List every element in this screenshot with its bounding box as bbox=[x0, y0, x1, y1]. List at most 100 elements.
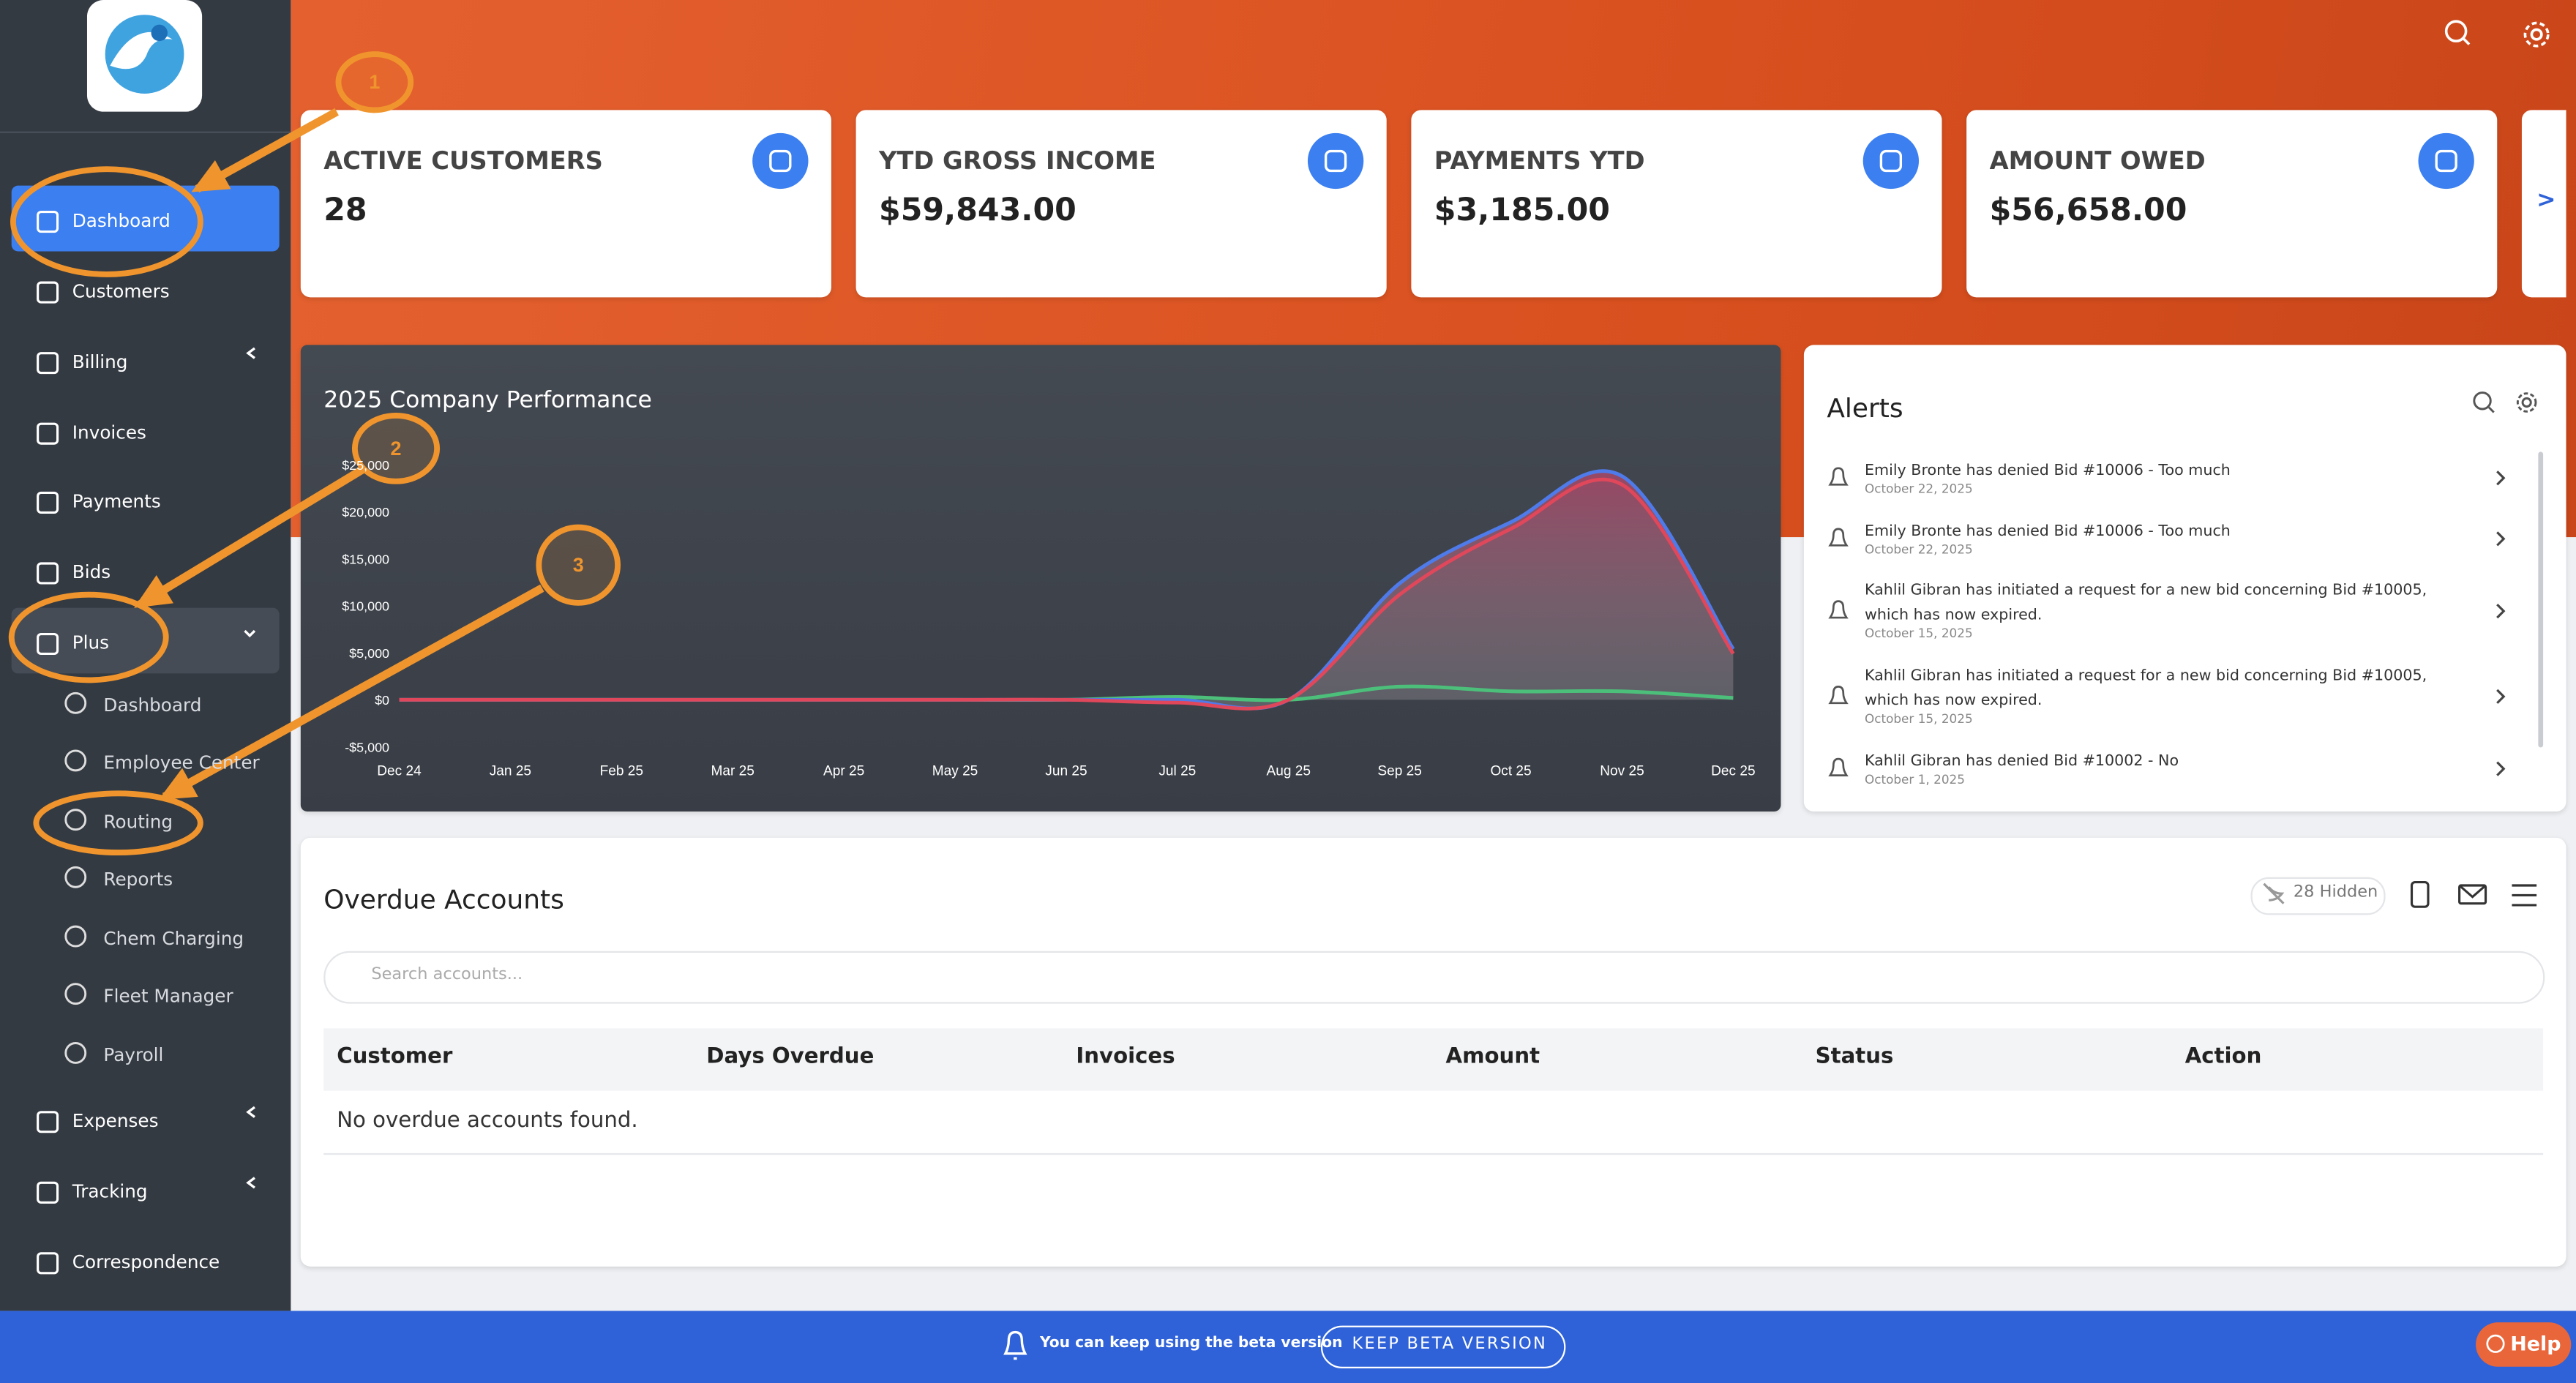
submenu-item[interactable]: Fleet Manager bbox=[103, 985, 233, 1008]
stat-value: $56,658.00 bbox=[1989, 192, 2187, 229]
annotation-badge bbox=[351, 413, 441, 484]
stat-value: 28 bbox=[323, 192, 367, 229]
nav-icon bbox=[37, 1181, 59, 1204]
alert-date: October 1, 2025 bbox=[1864, 772, 1965, 787]
x-tick-label: Oct 25 bbox=[1490, 764, 1531, 779]
alert-chevron bbox=[2496, 604, 2506, 619]
x-tick-label: Nov 25 bbox=[1600, 764, 1644, 779]
alert-bell bbox=[1828, 528, 1849, 547]
annotation-badge bbox=[335, 51, 414, 113]
x-tick-label: Jul 25 bbox=[1158, 764, 1196, 779]
nav-item[interactable]: Dashboard bbox=[72, 210, 171, 232]
submenu-item[interactable]: Chem Charging bbox=[103, 928, 244, 950]
nav-item[interactable]: Customers bbox=[72, 280, 170, 303]
column-header: Days Overdue bbox=[706, 1044, 875, 1070]
column-header: Invoices bbox=[1076, 1044, 1175, 1070]
submenu-dot bbox=[64, 692, 87, 714]
help-button[interactable] bbox=[2476, 1322, 2572, 1367]
y-tick-label: $10,000 bbox=[342, 599, 389, 614]
alert-bell bbox=[1828, 467, 1849, 486]
nav-item[interactable]: Payments bbox=[72, 491, 161, 513]
alert-chevron bbox=[2496, 531, 2506, 547]
help[interactable]: Help bbox=[2510, 1332, 2561, 1356]
alert-date: October 22, 2025 bbox=[1864, 541, 1973, 558]
nav-item[interactable]: Billing bbox=[72, 351, 128, 373]
nav-item[interactable]: Expenses bbox=[72, 1110, 159, 1132]
submenu-dot bbox=[64, 1042, 87, 1064]
nav-icon bbox=[37, 352, 59, 375]
nav-item[interactable]: Tracking bbox=[72, 1181, 148, 1203]
column-header: Customer bbox=[337, 1044, 453, 1070]
submenu-dot bbox=[64, 983, 87, 1005]
search-box[interactable] bbox=[323, 951, 2545, 1004]
alerts-panel bbox=[1803, 345, 2566, 812]
nav-item[interactable]: Invoices bbox=[72, 421, 146, 444]
alert-chevron bbox=[2496, 761, 2506, 776]
stat-card bbox=[300, 110, 831, 298]
nav-icon bbox=[37, 491, 59, 514]
hidden-pill[interactable] bbox=[2250, 877, 2386, 915]
y-tick-label: $25,000 bbox=[342, 458, 389, 473]
column-header: Status bbox=[1815, 1044, 1894, 1070]
annotation-number: 3 bbox=[573, 554, 584, 576]
stat-icon bbox=[2418, 132, 2474, 190]
y-tick-label: $5,000 bbox=[349, 646, 389, 661]
stat-icon-glyph bbox=[1879, 149, 1903, 173]
stat-label: AMOUNT OWED bbox=[1989, 146, 2206, 176]
table-tools[interactable] bbox=[2263, 880, 2537, 908]
annotation-arrow bbox=[162, 584, 544, 801]
scrollbar bbox=[2538, 451, 2544, 748]
keep-beta-button[interactable] bbox=[1320, 1325, 1566, 1369]
submenu-item[interactable]: Reports bbox=[103, 869, 173, 891]
y-tick-label: -$5,000 bbox=[345, 740, 389, 754]
submenu-item[interactable]: Employee Center bbox=[103, 752, 260, 774]
alert-date: October 22, 2025 bbox=[1864, 481, 1973, 496]
nav-icon bbox=[37, 281, 59, 304]
nav-icon bbox=[37, 1252, 59, 1275]
nav-item[interactable]: Plus bbox=[72, 632, 110, 654]
nav-icon bbox=[37, 422, 59, 445]
nav-item[interactable]: Correspondence bbox=[72, 1251, 220, 1273]
banner-button[interactable]: KEEP BETA VERSION bbox=[1352, 1335, 1548, 1354]
arrow-head bbox=[134, 574, 174, 608]
alert-bell bbox=[1828, 600, 1849, 619]
stat-label: PAYMENTS YTD bbox=[1434, 146, 1645, 176]
x-tick-label: May 25 bbox=[932, 764, 978, 779]
arrow-head bbox=[158, 768, 198, 801]
alerts-title: Alerts bbox=[1827, 392, 1903, 424]
y-tick-label: $15,000 bbox=[342, 552, 389, 566]
column-header: Action bbox=[2184, 1044, 2262, 1070]
stat-icon bbox=[752, 132, 809, 190]
banner-bell bbox=[1003, 1330, 1027, 1360]
series-line bbox=[399, 477, 1735, 711]
alert-tools[interactable] bbox=[2473, 391, 2537, 413]
next-arrow[interactable]: > bbox=[2536, 187, 2556, 214]
stat-card bbox=[1966, 110, 2498, 298]
annotation-number: 2 bbox=[391, 438, 402, 460]
empty-row: No overdue accounts found. bbox=[337, 1109, 638, 1133]
submenu-dot bbox=[64, 866, 87, 888]
y-tick-label: $0 bbox=[375, 693, 389, 708]
annotation-arrow bbox=[137, 464, 367, 608]
annotations: 1 2 3 bbox=[8, 51, 621, 856]
top-icons[interactable] bbox=[2444, 20, 2550, 48]
row-line bbox=[323, 1152, 2544, 1155]
help-icon bbox=[2486, 1334, 2505, 1353]
nav-item[interactable]: Bids bbox=[72, 561, 111, 583]
annotation-number: 1 bbox=[369, 71, 380, 93]
annotation-ring bbox=[8, 591, 169, 683]
x-tick-label: Dec 25 bbox=[1711, 764, 1755, 779]
stat-icon-glyph bbox=[769, 149, 792, 173]
stat-card bbox=[855, 110, 1387, 298]
alert-chevron bbox=[2496, 471, 2506, 486]
alert-bell bbox=[1828, 686, 1849, 705]
hidden-count[interactable]: 28 Hidden bbox=[2293, 883, 2378, 902]
alert-date: October 15, 2025 bbox=[1864, 711, 1973, 727]
submenu-item[interactable]: Payroll bbox=[103, 1044, 164, 1066]
stat-icon-glyph bbox=[1324, 149, 1347, 173]
alert-text: Kahlil Gibran has denied Bid #10002 - No bbox=[1864, 752, 2179, 771]
column-header: Amount bbox=[1445, 1044, 1540, 1070]
submenu-item[interactable]: Routing bbox=[103, 811, 173, 833]
submenu-item[interactable]: Dashboard bbox=[103, 694, 202, 716]
